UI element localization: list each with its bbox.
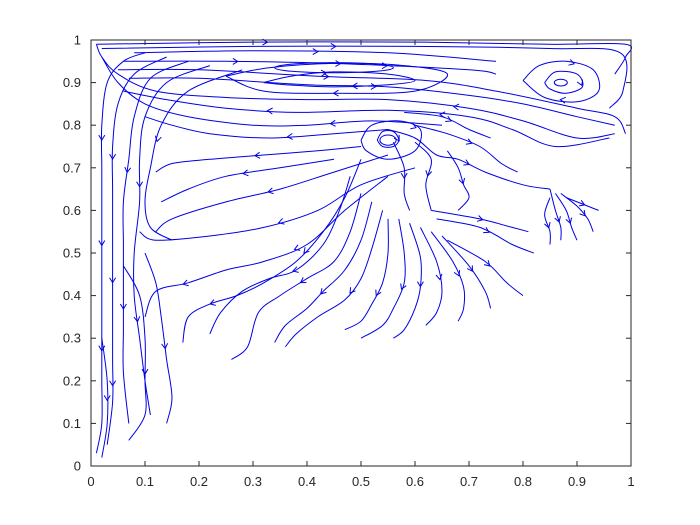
y-tick-label-6: 0.6 — [63, 203, 81, 218]
y-tick-label-4: 0.4 — [63, 288, 81, 303]
x-tick-label-0: 0 — [87, 474, 94, 489]
x-tick-label-10: 1 — [627, 474, 634, 489]
x-tick-label-9: 0.9 — [568, 474, 586, 489]
x-tick-label-7: 0.7 — [460, 474, 478, 489]
x-tick-label-1: 0.1 — [136, 474, 154, 489]
x-tick-label-6: 0.6 — [406, 474, 424, 489]
x-tick-label-3: 0.3 — [244, 474, 262, 489]
y-tick-label-8: 0.8 — [63, 118, 81, 133]
y-tick-label-5: 0.5 — [63, 246, 81, 261]
x-tick-label-2: 0.2 — [190, 474, 208, 489]
x-tick-label-4: 0.4 — [298, 474, 316, 489]
y-tick-label-7: 0.7 — [63, 160, 81, 175]
x-tick-label-5: 0.5 — [352, 474, 370, 489]
y-tick-label-9: 0.9 — [63, 75, 81, 90]
y-tick-label-3: 0.3 — [63, 331, 81, 346]
y-tick-label-1: 0.1 — [63, 416, 81, 431]
y-tick-label-2: 0.2 — [63, 373, 81, 388]
y-tick-label-10: 1 — [74, 33, 81, 48]
x-tick-label-8: 0.8 — [514, 474, 532, 489]
y-tick-label-0: 0 — [74, 459, 81, 474]
